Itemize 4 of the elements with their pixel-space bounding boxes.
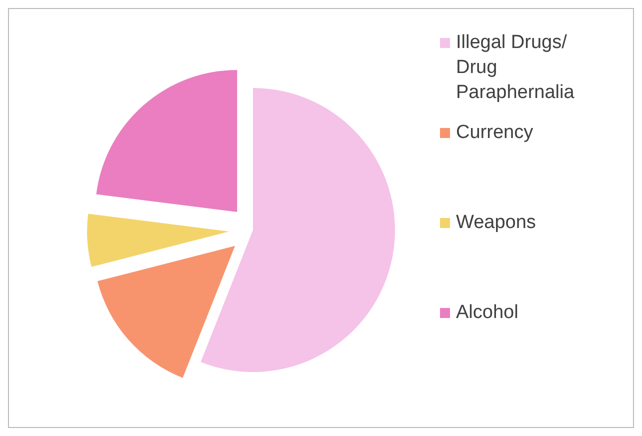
legend-label: Alcohol [456, 302, 518, 323]
legend-label: Currency [456, 122, 534, 143]
legend-label: Weapons [456, 212, 536, 233]
legend-label: Illegal Drugs/Drug Paraphernalia [456, 32, 575, 103]
